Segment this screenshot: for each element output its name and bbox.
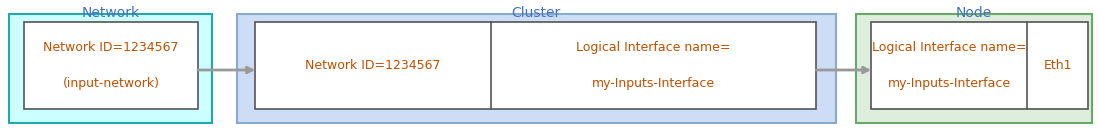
- Text: Cluster: Cluster: [512, 6, 561, 20]
- Bar: [871, 22, 1088, 109]
- Text: Network ID=1234567: Network ID=1234567: [306, 59, 441, 72]
- Bar: [24, 22, 198, 109]
- Text: Eth1: Eth1: [1043, 59, 1071, 72]
- Text: Network: Network: [81, 6, 140, 20]
- Bar: [255, 22, 816, 109]
- Bar: [9, 14, 212, 123]
- Bar: [236, 14, 836, 123]
- Bar: [856, 14, 1092, 123]
- Text: (input-network): (input-network): [63, 78, 160, 90]
- Text: Logical Interface name=: Logical Interface name=: [576, 41, 730, 54]
- Text: Logical Interface name=: Logical Interface name=: [872, 41, 1026, 54]
- Text: my-Inputs-Interface: my-Inputs-Interface: [888, 78, 1011, 90]
- Text: Node: Node: [956, 6, 992, 20]
- Text: my-Inputs-Interface: my-Inputs-Interface: [592, 78, 715, 90]
- Text: Network ID=1234567: Network ID=1234567: [43, 41, 179, 54]
